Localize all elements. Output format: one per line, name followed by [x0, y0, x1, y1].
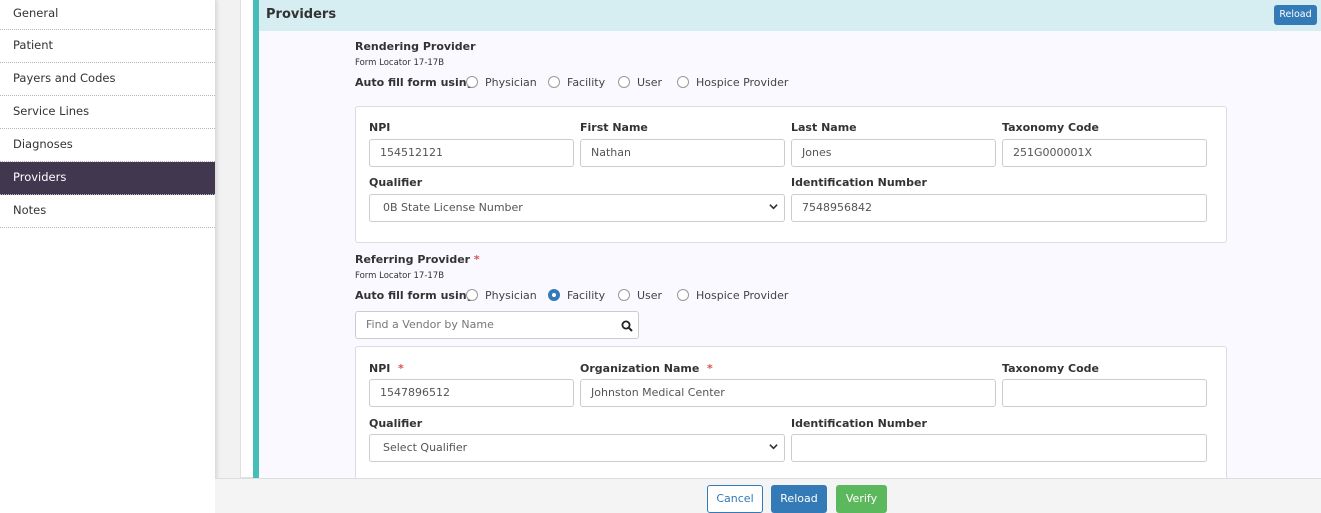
referring-form-locator: Form Locator 17-17B: [355, 271, 445, 281]
referring-autofill-label: Auto fill form using: [355, 289, 475, 302]
sidebar-item-notes[interactable]: Notes: [0, 195, 215, 228]
accent-bar: [253, 0, 259, 478]
required-asterisk: *: [706, 362, 713, 375]
header-reload-button[interactable]: Reload: [1274, 5, 1317, 25]
rendering-idnum-label: Identification Number: [791, 176, 927, 189]
sidebar-item-service-lines[interactable]: Service Lines: [0, 96, 215, 129]
org-label-text: Organization Name: [580, 362, 700, 375]
vendor-search-input[interactable]: Find a Vendor by Name: [355, 311, 639, 339]
required-asterisk: *: [473, 253, 480, 266]
rendering-form-locator: Form Locator 17-17B: [355, 58, 445, 68]
rendering-radio-hospice[interactable]: [677, 76, 689, 88]
referring-qualifier-label: Qualifier: [369, 417, 423, 430]
required-asterisk: *: [398, 362, 404, 375]
referring-option-facility: Facility: [567, 289, 606, 302]
referring-idnum-label: Identification Number: [791, 417, 927, 430]
rendering-last-name-label: Last Name: [791, 121, 857, 134]
referring-radio-facility[interactable]: [548, 289, 560, 301]
referring-radio-physician[interactable]: [466, 289, 478, 301]
verify-button[interactable]: Verify: [836, 485, 887, 513]
referring-taxonomy-label: Taxonomy Code: [1002, 362, 1099, 375]
search-icon[interactable]: [621, 320, 633, 332]
sidebar-item-diagnoses[interactable]: Diagnoses: [0, 129, 215, 162]
rendering-option-facility: Facility: [567, 76, 606, 89]
referring-option-physician: Physician: [485, 289, 537, 302]
cancel-button[interactable]: Cancel: [707, 485, 763, 513]
referring-qualifier-value: Select Qualifier: [383, 441, 468, 454]
rendering-qualifier-label: Qualifier: [369, 176, 423, 189]
referring-form-box: [355, 346, 1227, 486]
reload-button[interactable]: Reload: [771, 485, 827, 513]
rendering-option-physician: Physician: [485, 76, 537, 89]
referring-npi-label: NPI *: [369, 362, 404, 375]
rendering-qualifier-value: 0B State License Number: [383, 201, 523, 214]
rendering-autofill-label: Auto fill form using: [355, 76, 475, 89]
footer-bar: Cancel Reload Verify: [215, 478, 1321, 513]
rendering-qualifier-select[interactable]: 0B State License Number: [369, 194, 785, 222]
rendering-taxonomy-input[interactable]: 251G000001X: [1002, 139, 1207, 167]
sidebar-item-patient[interactable]: Patient: [0, 30, 215, 63]
referring-option-user: User: [637, 289, 663, 302]
referring-provider-title: Referring Provider *: [355, 253, 480, 266]
chevron-down-icon: [769, 204, 778, 210]
rendering-idnum-input[interactable]: 7548956842: [791, 194, 1207, 222]
referring-radio-hospice[interactable]: [677, 289, 689, 301]
rendering-first-name-label: First Name: [580, 121, 648, 134]
sidebar-item-providers[interactable]: Providers: [0, 162, 215, 195]
rendering-first-name-input[interactable]: Nathan: [580, 139, 785, 167]
referring-org-label: Organization Name *: [580, 362, 713, 375]
referring-npi-input[interactable]: 1547896512: [369, 379, 574, 407]
panel-title: Providers: [266, 7, 337, 22]
chevron-down-icon: [769, 444, 778, 450]
sidebar-item-payers-and-codes[interactable]: Payers and Codes: [0, 63, 215, 96]
referring-qualifier-select[interactable]: Select Qualifier: [369, 434, 785, 462]
vendor-search-placeholder: Find a Vendor by Name: [366, 318, 494, 331]
referring-org-input[interactable]: Johnston Medical Center: [580, 379, 996, 407]
rendering-radio-physician[interactable]: [466, 76, 478, 88]
sidebar: General Patient Payers and Codes Service…: [0, 0, 215, 513]
rendering-last-name-input[interactable]: Jones: [791, 139, 996, 167]
rendering-option-user: User: [637, 76, 663, 89]
referring-idnum-input[interactable]: [791, 434, 1207, 462]
rendering-taxonomy-label: Taxonomy Code: [1002, 121, 1099, 134]
rendering-provider-title: Rendering Provider: [355, 40, 476, 53]
sidebar-item-general[interactable]: General: [0, 0, 215, 30]
referring-taxonomy-input[interactable]: [1002, 379, 1207, 407]
referring-title-text: Referring Provider: [355, 253, 471, 266]
referring-radio-user[interactable]: [618, 289, 630, 301]
rendering-npi-input[interactable]: 154512121: [369, 139, 574, 167]
referring-option-hospice: Hospice Provider: [696, 289, 789, 302]
rendering-radio-user[interactable]: [618, 76, 630, 88]
npi-label-text: NPI: [369, 362, 391, 375]
rendering-option-hospice: Hospice Provider: [696, 76, 789, 89]
rendering-npi-label: NPI: [369, 121, 391, 134]
rendering-radio-facility[interactable]: [548, 76, 560, 88]
panel-header: Providers Reload: [259, 0, 1321, 31]
